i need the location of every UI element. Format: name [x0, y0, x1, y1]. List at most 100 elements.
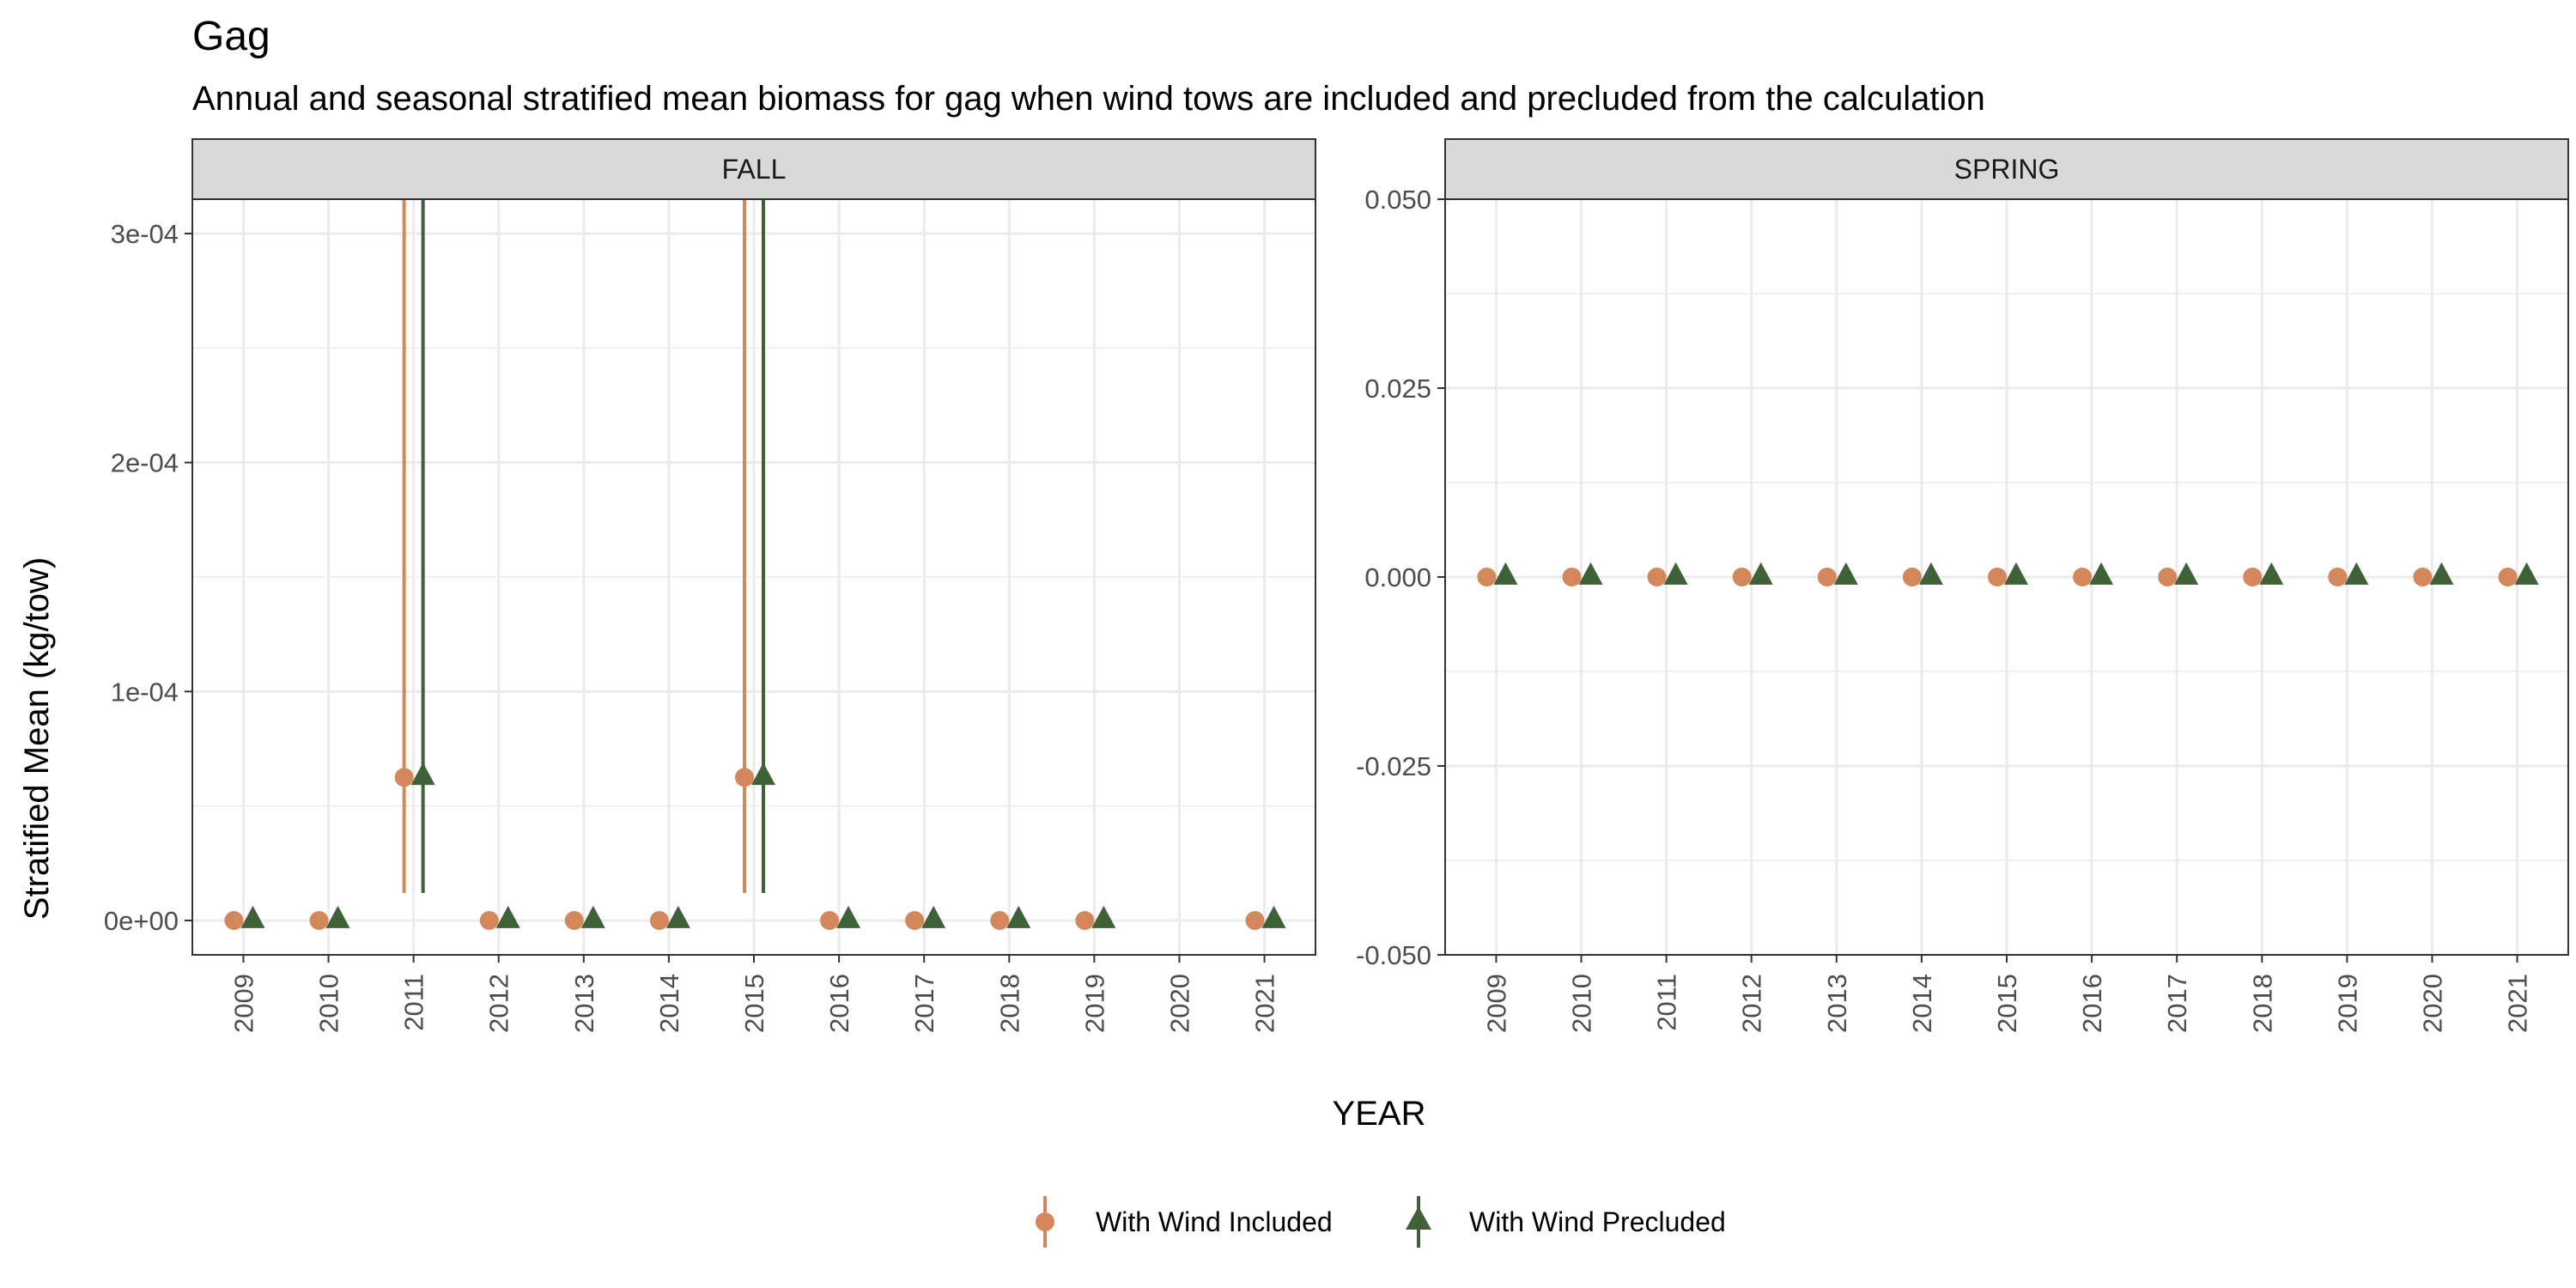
panel-fall: 0e+00 1e-04 2e-04 3e-04 2009 2010 2011 2012 2013… — [104, 138, 1316, 1033]
data-point — [564, 911, 584, 930]
data-point — [1817, 568, 1837, 586]
data-point — [1261, 905, 1286, 928]
y-axis-title: Stratified Mean (kg/tow) — [18, 557, 56, 920]
data-point — [820, 911, 840, 930]
x-tick-label: 2012 — [1737, 974, 1767, 1033]
x-tick-label: 2013 — [1822, 974, 1852, 1033]
x-tick-label: 2016 — [824, 974, 854, 1033]
data-point — [580, 905, 605, 928]
data-point — [2498, 568, 2518, 586]
data-point — [2004, 562, 2028, 585]
legend-label: With Wind Precluded — [1469, 1206, 1726, 1237]
data-point — [1732, 568, 1752, 586]
facet-strip — [191, 138, 1316, 200]
data-point — [1091, 905, 1116, 928]
data-point — [1902, 568, 1922, 586]
data-point — [394, 768, 414, 787]
data-point — [2243, 568, 2263, 586]
legend: With Wind Included With Wind Precluded — [1036, 1196, 1726, 1248]
x-tick-label: 2015 — [739, 974, 769, 1033]
x-tick-label: 2013 — [569, 974, 599, 1033]
data-point — [2344, 562, 2369, 585]
y-tick-label: 0e+00 — [104, 906, 179, 936]
data-point — [1006, 905, 1031, 928]
data-point — [1493, 562, 1518, 585]
data-point — [2158, 568, 2178, 586]
data-point — [2429, 562, 2454, 585]
data-point — [1918, 562, 1943, 585]
y-tick-label: 0.050 — [1364, 185, 1431, 215]
data-point — [2174, 562, 2199, 585]
series-with-wind-included — [224, 194, 1265, 930]
data-point — [2514, 562, 2539, 585]
data-point — [1663, 562, 1688, 585]
x-tick-label: 2017 — [2162, 974, 2192, 1033]
chart-title: Gag — [192, 14, 270, 59]
data-point — [735, 768, 754, 787]
data-point — [905, 911, 925, 930]
data-point — [1988, 568, 2007, 586]
x-tick-label: 2009 — [1481, 974, 1511, 1033]
chart-subtitle: Annual and seasonal stratified mean biom… — [192, 80, 1985, 118]
data-point — [2089, 562, 2114, 585]
x-axis-title: YEAR — [1333, 1095, 1426, 1133]
data-point — [990, 911, 1010, 930]
legend-key-marker — [1406, 1206, 1431, 1230]
facet-strip-label: FALL — [722, 154, 787, 185]
data-point — [1562, 568, 1582, 586]
x-tick-label: 2018 — [2247, 974, 2277, 1033]
facet-strip — [1444, 138, 2569, 200]
data-point — [1833, 562, 1858, 585]
data-point — [224, 911, 244, 930]
data-point — [495, 905, 520, 928]
x-tick-label: 2012 — [484, 974, 514, 1033]
data-point — [649, 911, 669, 930]
data-point — [2413, 568, 2433, 586]
y-tick-label: -0.025 — [1356, 751, 1431, 781]
data-point — [1477, 568, 1497, 586]
x-tick-label: 2016 — [2077, 974, 2107, 1033]
x-tick-label: 2010 — [314, 974, 344, 1033]
legend-label: With Wind Included — [1096, 1206, 1333, 1237]
x-tick-label: 2011 — [1652, 974, 1682, 1031]
series-with-wind-precluded — [240, 194, 1286, 928]
x-tick-label: 2009 — [228, 974, 258, 1033]
data-point — [1578, 562, 1603, 585]
x-tick-label: 2018 — [994, 974, 1024, 1033]
x-tick-label: 2017 — [909, 974, 939, 1033]
legend-item-with-wind-included: With Wind Included — [1036, 1196, 1333, 1248]
series-with-wind-included — [1477, 568, 2518, 586]
x-tick-label: 2011 — [399, 974, 429, 1031]
x-tick-label: 2014 — [1907, 974, 1937, 1033]
data-point — [665, 905, 690, 928]
data-point — [1647, 568, 1667, 586]
data-point — [921, 905, 946, 928]
x-tick-label: 2010 — [1567, 974, 1597, 1033]
data-point — [1075, 911, 1095, 930]
x-tick-label: 2019 — [2332, 974, 2362, 1033]
x-tick-label: 2015 — [1992, 974, 2022, 1033]
data-point — [240, 905, 265, 928]
panel-spring: -0.050 -0.025 0.000 0.025 0.050 2009 2010 2011 2… — [1356, 138, 2569, 1033]
x-tick-label: 2019 — [1079, 974, 1109, 1033]
x-tick-label: 2020 — [2417, 974, 2447, 1033]
data-point — [325, 905, 350, 928]
data-point — [751, 762, 775, 786]
x-tick-label: 2021 — [1250, 974, 1280, 1033]
legend-key-marker — [1036, 1212, 1054, 1231]
series-with-wind-precluded — [1493, 562, 2539, 585]
y-tick-label: 0.025 — [1364, 374, 1431, 404]
facet-panels: 0e+00 1e-04 2e-04 3e-04 2009 2010 2011 2012 2013… — [104, 138, 2569, 1033]
data-point — [2073, 568, 2093, 586]
y-tick-label: 3e-04 — [111, 219, 179, 249]
data-point — [2328, 568, 2348, 586]
data-point — [410, 762, 435, 786]
data-point — [1748, 562, 1773, 585]
data-point — [2259, 562, 2284, 585]
facet-strip-label: SPRING — [1954, 154, 2060, 185]
y-tick-label: 0.000 — [1364, 562, 1431, 592]
data-point — [309, 911, 329, 930]
y-tick-label: 1e-04 — [111, 677, 179, 707]
x-tick-label: 2020 — [1164, 974, 1194, 1033]
